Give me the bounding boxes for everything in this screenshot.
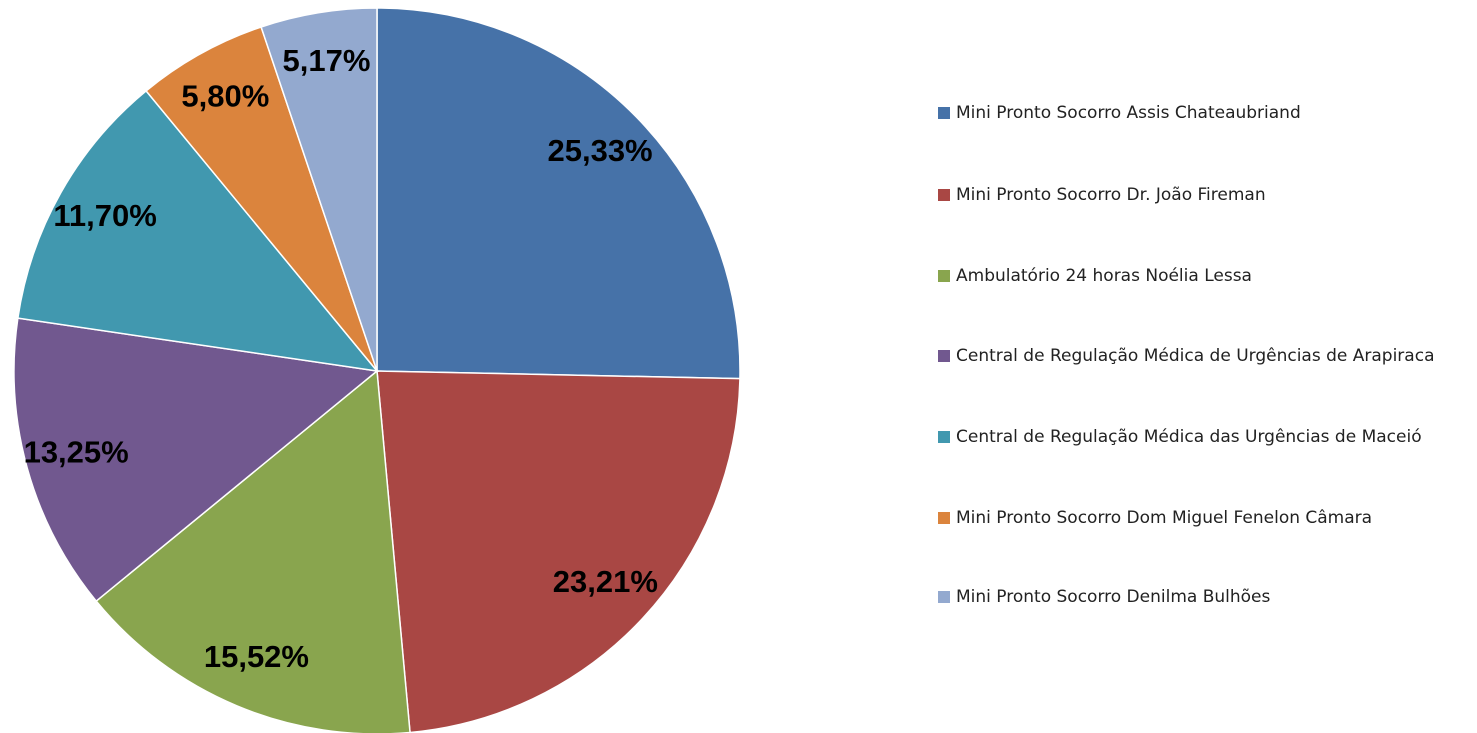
data-label: 23,21% [553, 564, 658, 599]
legend-item: Mini Pronto Socorro Assis Chateaubriand [938, 100, 1468, 126]
legend-item: Mini Pronto Socorro Denilma Bulhões [938, 584, 1468, 610]
legend-item: Mini Pronto Socorro Dom Miguel Fenelon C… [938, 505, 1468, 531]
legend-item: Ambulatório 24 horas Noélia Lessa [938, 263, 1468, 289]
legend-item: Mini Pronto Socorro Dr. João Fireman [938, 182, 1468, 208]
legend-label: Mini Pronto Socorro Dr. João Fireman [956, 185, 1266, 205]
pie-slice [376, 7, 741, 380]
legend-swatch [938, 591, 950, 603]
pie-slice [17, 89, 379, 373]
legend-label: Central de Regulação Médica de Urgências… [956, 346, 1435, 366]
legend-swatch [938, 512, 950, 524]
legend-swatch [938, 270, 950, 282]
pie-slice [95, 369, 411, 733]
legend-swatch [938, 107, 950, 119]
legend-label: Ambulatório 24 horas Noélia Lessa [956, 266, 1252, 286]
data-label: 5,17% [283, 43, 371, 78]
pie-slice [145, 26, 378, 372]
data-label: 13,25% [24, 435, 129, 470]
data-label: 11,70% [53, 198, 156, 233]
data-label: 25,33% [547, 133, 652, 168]
legend-item: Central de Regulação Médica das Urgência… [938, 424, 1468, 450]
pie-slice [13, 317, 379, 603]
legend-swatch [938, 189, 950, 201]
chart: 25,33% 23,21% 15,52% 13,25% 11,70% 5,80% 5,17% [13, 7, 741, 733]
legend-swatch [938, 431, 950, 443]
data-label: 5,80% [181, 78, 269, 113]
pie-slice [376, 370, 741, 733]
pie-slice [260, 7, 378, 372]
data-label: 15,52% [204, 639, 309, 674]
legend-label: Central de Regulação Médica das Urgência… [956, 427, 1422, 447]
legend-label: Mini Pronto Socorro Dom Miguel Fenelon C… [956, 508, 1373, 528]
legend-item: Central de Regulação Médica de Urgências… [938, 343, 1468, 369]
legend-label: Mini Pronto Socorro Denilma Bulhões [956, 587, 1271, 607]
legend-swatch [938, 350, 950, 362]
legend-label: Mini Pronto Socorro Assis Chateaubriand [956, 103, 1301, 123]
